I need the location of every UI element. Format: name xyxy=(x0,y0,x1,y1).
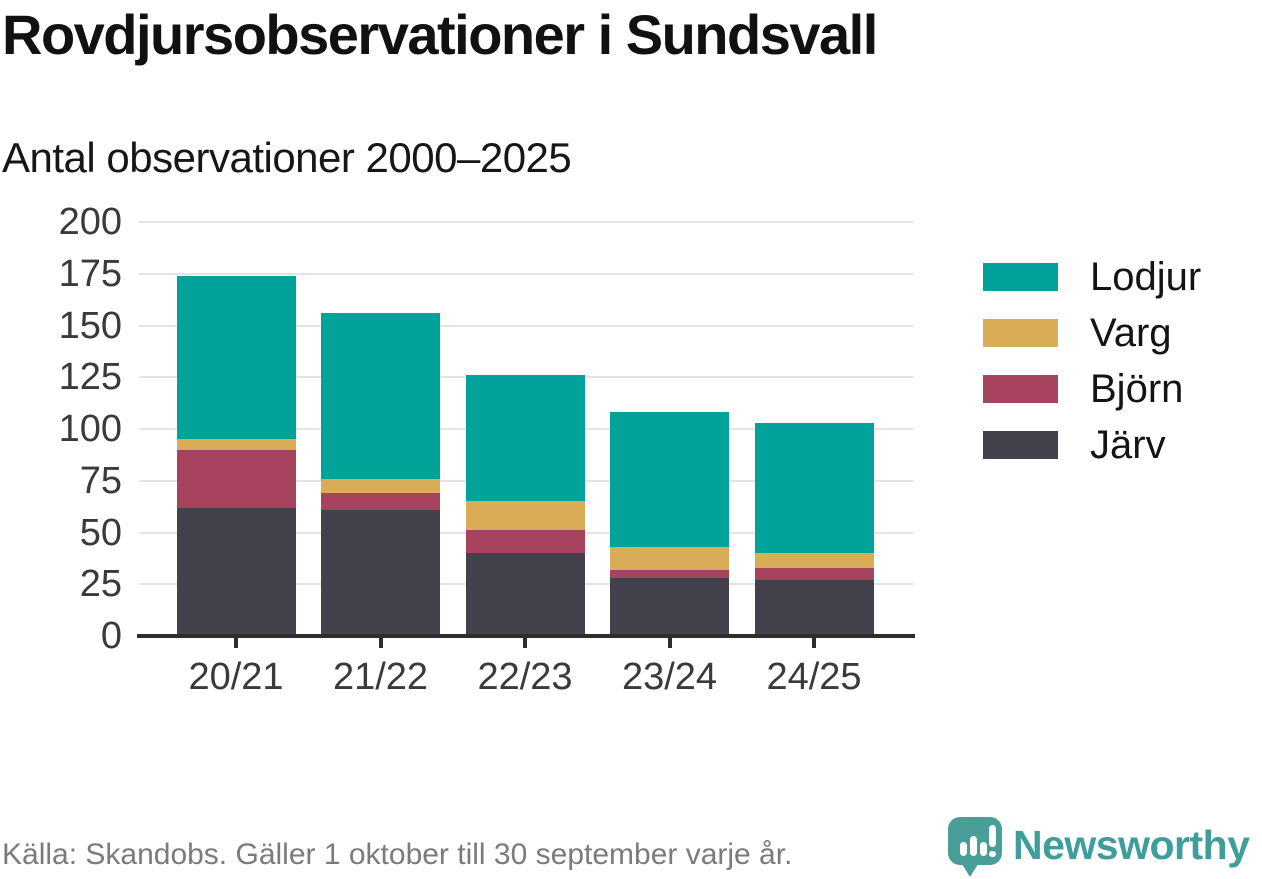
bar-segment-björn xyxy=(176,450,296,508)
bar-segment-varg xyxy=(176,439,296,450)
gridline xyxy=(139,221,913,224)
logo-exclamation-dot-icon xyxy=(989,851,996,857)
x-tick-label: 23/24 xyxy=(621,656,718,698)
x-tick-label: 22/23 xyxy=(477,656,573,698)
logo-bar-icon xyxy=(980,842,987,856)
bar-segment-järv xyxy=(610,578,729,636)
x-axis-tick xyxy=(523,638,527,648)
newsworthy-logo-icon xyxy=(948,817,1002,877)
legend: Lodjur Varg Björn Järv xyxy=(983,257,1201,487)
legend-label: Varg xyxy=(1090,311,1172,355)
bar-segment-varg xyxy=(321,479,440,493)
legend-swatch-björn xyxy=(983,375,1058,403)
logo-exclamation-icon xyxy=(989,825,996,847)
bar-segment-lodjur xyxy=(176,276,296,439)
legend-row: Björn xyxy=(983,369,1201,409)
x-tick-label: 24/25 xyxy=(766,656,862,698)
legend-row: Lodjur xyxy=(983,257,1201,297)
bar-segment-järv xyxy=(465,553,585,636)
newsworthy-wordmark: Newsworthy xyxy=(1013,822,1250,868)
bar-segment-järv xyxy=(754,580,874,636)
x-axis-tick xyxy=(234,638,238,648)
y-tick-label: 150 xyxy=(58,304,122,347)
y-tick-label: 100 xyxy=(58,408,122,450)
legend-row: Varg xyxy=(983,313,1201,353)
bar-segment-lodjur xyxy=(465,375,585,501)
x-axis-tick xyxy=(378,638,383,648)
y-tick-label: 175 xyxy=(58,252,122,295)
gridline xyxy=(139,324,913,327)
x-axis-tick xyxy=(812,638,816,648)
legend-swatch-lodjur xyxy=(983,263,1058,291)
bar-segment-järv xyxy=(321,510,440,636)
bar-segment-varg xyxy=(754,553,874,568)
bar-segment-lodjur xyxy=(610,412,729,547)
bar-segment-lodjur xyxy=(321,313,440,479)
newsworthy-logo: Newsworthy xyxy=(948,817,1260,879)
y-tick-label: 25 xyxy=(79,563,122,606)
bar-segment-björn xyxy=(465,530,585,553)
y-tick-label: 125 xyxy=(58,356,122,399)
chart-subtitle: Antal observationer 2000–2025 xyxy=(2,134,572,181)
x-tick-label: 21/22 xyxy=(332,656,429,698)
logo-bar-icon xyxy=(960,842,967,856)
legend-row: Järv xyxy=(983,425,1201,465)
bar-segment-lodjur xyxy=(754,423,874,553)
bar-segment-björn xyxy=(321,493,440,510)
legend-label: Björn xyxy=(1090,367,1184,411)
logo-bar-icon xyxy=(970,836,977,856)
bar-segment-varg xyxy=(465,501,585,530)
bar-segment-järv xyxy=(176,508,296,636)
chart-title: Rovdjursobservationer i Sundsvall xyxy=(2,3,878,66)
legend-label: Lodjur xyxy=(1090,255,1202,299)
bar-segment-björn xyxy=(610,570,729,578)
y-tick-label: 200 xyxy=(58,201,122,243)
legend-swatch-järv xyxy=(983,431,1058,459)
plot-area xyxy=(139,221,913,636)
x-axis-tick xyxy=(667,638,672,648)
bar-segment-varg xyxy=(610,547,729,570)
x-axis-line xyxy=(137,634,915,638)
legend-label: Järv xyxy=(1090,423,1166,467)
legend-swatch-varg xyxy=(983,319,1058,347)
gridline xyxy=(139,272,913,275)
y-tick-label: 50 xyxy=(79,511,122,554)
y-tick-label: 0 xyxy=(100,615,122,657)
y-tick-label: 75 xyxy=(79,459,122,502)
source-note: Källa: Skandobs. Gäller 1 oktober till 3… xyxy=(2,838,793,871)
bar-segment-björn xyxy=(754,568,874,580)
x-tick-label: 20/21 xyxy=(188,656,284,698)
